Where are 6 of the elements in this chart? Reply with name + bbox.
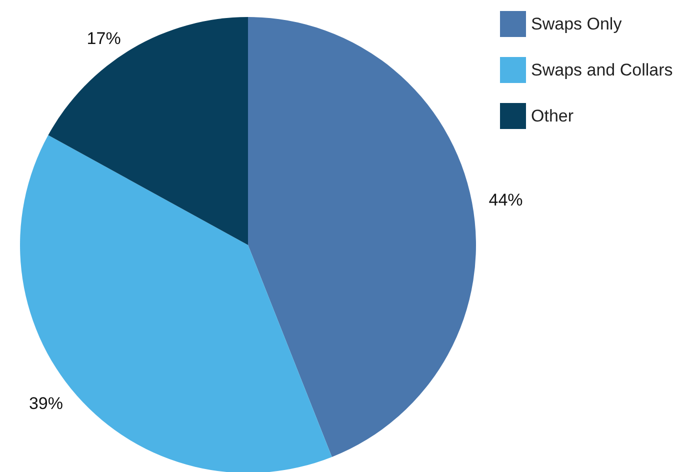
legend-label: Other [531,106,574,126]
data-label: 17% [86,28,121,48]
legend-label: Swaps Only [531,14,622,34]
legend-label: Swaps and Collars [531,60,673,80]
data-label: 44% [488,190,523,210]
data-label: 39% [28,394,63,414]
